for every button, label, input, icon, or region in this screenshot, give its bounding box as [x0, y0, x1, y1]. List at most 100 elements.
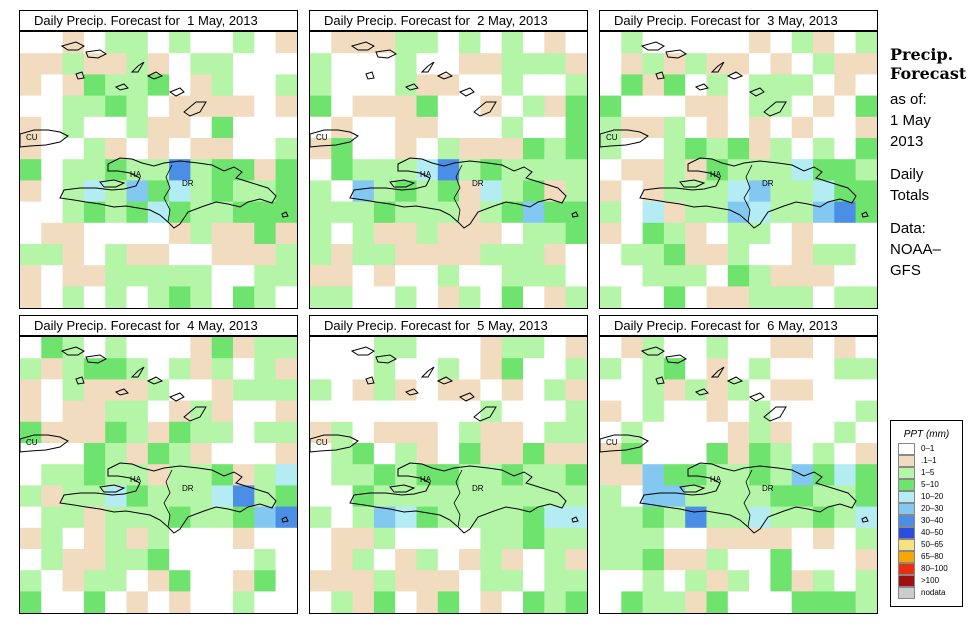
precip-cell: [310, 244, 332, 266]
precip-cell: [565, 421, 587, 444]
precip-cell: [565, 53, 587, 75]
legend-item: >100: [891, 575, 962, 587]
precip-cell: [275, 400, 297, 423]
precip-cell: [62, 400, 85, 423]
precip-cell: [544, 244, 567, 266]
precip-cell: [416, 358, 439, 380]
precip-cell: [310, 53, 332, 75]
precip-cell: [395, 159, 417, 181]
precip-cell: [395, 286, 417, 308]
island-coastline: [365, 376, 375, 385]
precip-cell: [600, 159, 622, 181]
precip-cell: [373, 591, 396, 613]
precip-cell: [254, 32, 277, 54]
precip-cell: [147, 244, 170, 266]
precip-cell: [501, 591, 524, 613]
precip-cell: [126, 222, 149, 245]
precip-cell: [211, 337, 234, 359]
precip-cell: [523, 222, 545, 245]
precip-cell: [331, 265, 354, 287]
precip-cell: [685, 443, 707, 465]
precip-cell: [600, 443, 622, 465]
precip-cell: [791, 244, 814, 266]
island-coastline: [436, 376, 454, 385]
precip-cell: [501, 201, 524, 224]
precip-cell: [770, 95, 793, 118]
precip-cell: [437, 222, 460, 245]
precip-cell: [834, 506, 857, 529]
precip-cell: [621, 443, 644, 465]
precip-cell: [685, 53, 707, 75]
precip-cell: [749, 591, 771, 613]
precip-cell: [190, 506, 213, 529]
precip-cell: [791, 32, 814, 54]
precip-cell: [254, 286, 277, 308]
precip-cell: [770, 53, 793, 75]
precip-cell: [565, 286, 587, 308]
precip-cell: [62, 138, 85, 160]
precip-cell: [310, 379, 332, 402]
precip-cell: [501, 400, 524, 423]
precip-grid-map: CU HA DR: [310, 337, 587, 613]
precip-cell: [126, 527, 149, 550]
precip-cell: [565, 358, 587, 380]
precip-cell: [275, 358, 297, 380]
precip-cell: [642, 485, 665, 508]
precip-cell: [41, 222, 64, 245]
precip-cell: [416, 549, 439, 571]
precip-cell: [437, 379, 460, 402]
precip-cell: [373, 201, 396, 224]
precip-cell: [233, 379, 255, 402]
precip-cell: [190, 421, 213, 444]
panel-title: Daily Precip. Forecast for 3 May, 2013: [599, 10, 878, 31]
precip-cell: [855, 485, 877, 508]
precip-cell: [621, 570, 644, 592]
precip-cell: [791, 180, 814, 203]
precip-cell: [706, 244, 729, 266]
precip-cell: [706, 506, 729, 529]
precip-cell: [169, 570, 191, 592]
forecast-panel-day5: Daily Precip. Forecast for 5 May, 2013 C…: [309, 315, 588, 614]
precip-cell: [813, 591, 835, 613]
precip-cell: [685, 32, 707, 54]
legend-label: 5–10: [921, 480, 939, 489]
precip-cell: [169, 159, 191, 181]
precip-cell: [749, 74, 771, 97]
precip-cell: [373, 180, 396, 203]
island-coastline: [389, 484, 416, 493]
precip-cell: [770, 244, 793, 266]
precip-cell: [437, 506, 460, 529]
precip-cell: [663, 443, 686, 465]
precip-cell: [352, 265, 375, 287]
island-coastline: [726, 71, 744, 80]
precip-cell: [373, 379, 396, 402]
precip-cell: [459, 32, 481, 54]
precip-cell: [169, 506, 191, 529]
precip-cell: [233, 549, 255, 571]
precip-cell: [20, 222, 42, 245]
precip-cell: [459, 201, 481, 224]
precip-cell: [83, 201, 106, 224]
precip-cell: [791, 95, 814, 118]
precip-cell: [480, 570, 503, 592]
precip-cell: [126, 138, 149, 160]
precip-cell: [544, 53, 567, 75]
precip-cell: [663, 549, 686, 571]
precip-cell: [791, 485, 814, 508]
precip-cell: [20, 379, 42, 402]
precip-cell: [791, 527, 814, 550]
precip-cell: [233, 116, 255, 139]
precip-cell: [233, 570, 255, 592]
precip-cell: [147, 337, 170, 359]
precip-cell: [83, 222, 106, 245]
precip-cell: [41, 549, 64, 571]
precip-cell: [105, 549, 127, 571]
precip-cell: [770, 485, 793, 508]
precip-cell: [62, 443, 85, 465]
precip-cell: [621, 74, 644, 97]
precip-cell: [211, 358, 234, 380]
precip-cell: [855, 116, 877, 139]
precip-cell: [437, 421, 460, 444]
precip-cell: [310, 506, 332, 529]
precip-cell: [523, 244, 545, 266]
